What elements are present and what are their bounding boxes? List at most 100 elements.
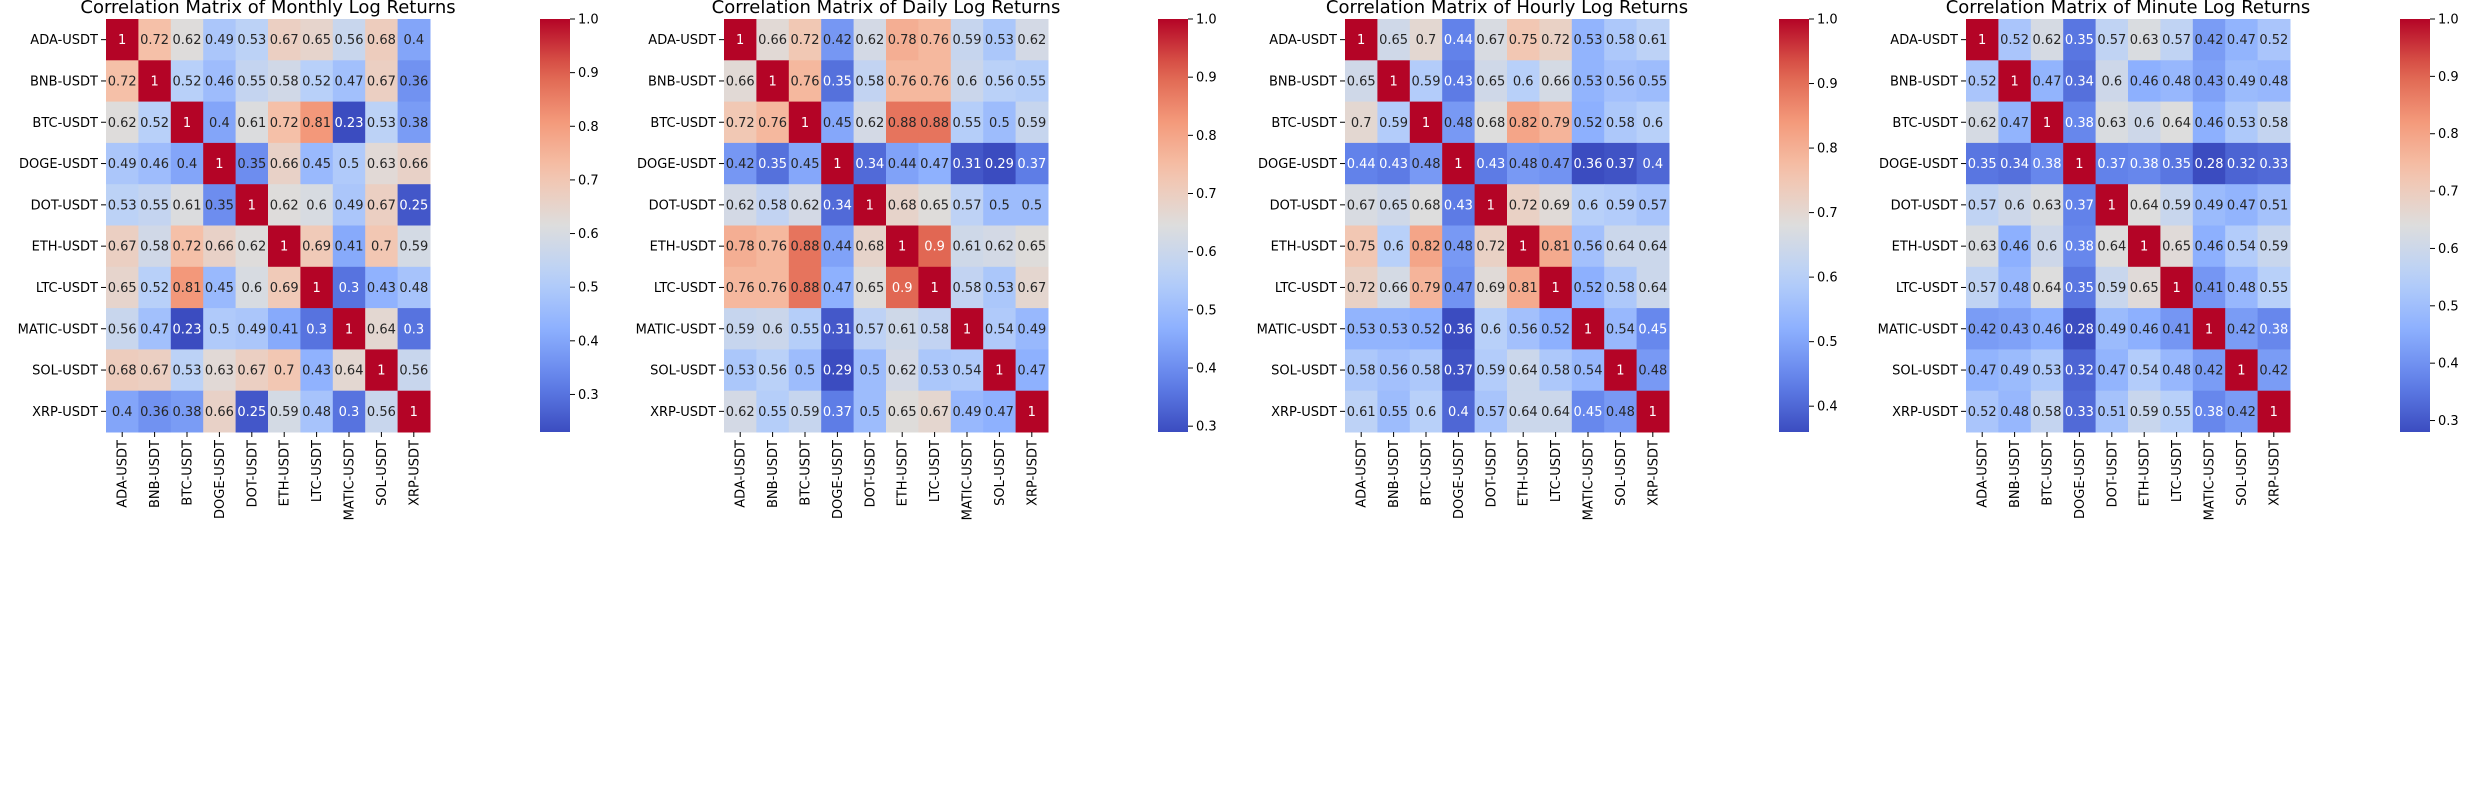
heatmap-cell [106,390,139,433]
x-tick-label: BTC-USDT [1420,440,1435,506]
heatmap-cell [756,225,790,268]
heatmap-cell [2063,19,2097,61]
heatmap-cell [397,308,431,350]
heatmap-cell [235,225,269,268]
heatmap-cell [886,184,919,226]
x-tick-label: DOGE-USDT [213,440,228,519]
heatmap-cell [300,308,334,350]
cell-value-label: 0.58 [1541,364,1570,379]
heatmap-cell [2192,60,2226,103]
colorbar [1158,19,1188,432]
cell-value-label: 0.57 [1968,281,1997,296]
heatmap-cell [1015,390,1049,433]
heatmap-cell [853,19,887,61]
heatmap-cell [1539,101,1573,144]
cell-value-label: 0.53 [1347,322,1376,337]
heatmap-cell [2128,60,2161,103]
heatmap-cell [756,101,790,144]
heatmap-cell [1571,308,1605,350]
cell-value-label: 0.48 [2259,74,2288,89]
heatmap-cell [1015,19,1049,61]
heatmap-cell [332,308,366,350]
cell-value-label: 0.53 [2227,116,2256,131]
heatmap-cell [886,60,919,103]
cell-value-label: 0.61 [1347,405,1376,420]
cell-value-label: 0.52 [140,116,169,131]
heatmap-cell [365,308,399,350]
y-tick-label: SOL-USDT [1271,364,1337,379]
y-tick-label: ETH-USDT [32,240,98,255]
cell-value-label: 0.76 [758,116,787,131]
cell-value-label: 0.67 [1017,281,1046,296]
heatmap-cell [1998,101,2032,144]
heatmap-cell [106,349,139,392]
cell-value-label: 0.59 [2259,240,2288,255]
cell-value-label: 0.62 [726,405,755,420]
heatmap-cell [2095,390,2129,433]
heatmap-cell [756,19,790,61]
y-tick-label: MATIC-USDT [1878,322,1958,337]
cell-value-label: 0.6 [762,322,783,337]
cell-value-label: 0.88 [920,116,949,131]
heatmap-cell [268,184,301,226]
x-tick-label: XRP-USDT [1025,440,1040,506]
cell-value-label: 1 [898,240,906,255]
cell-value-label: 0.33 [2259,157,2288,172]
heatmap-cell [2063,349,2097,392]
colorbar-tick-label: 0.9 [578,66,599,81]
x-tick-label: XRP-USDT [1646,440,1661,506]
heatmap-cell [2030,349,2064,392]
heatmap-cell [2030,308,2064,350]
cell-value-label: 0.55 [1638,74,1667,89]
heatmap-cell [170,142,204,185]
cell-value-label: 0.57 [1638,198,1667,213]
cell-value-label: 0.6 [2134,116,2155,131]
heatmap-cell [724,225,757,268]
cell-value-label: 0.75 [1509,33,1538,48]
cell-value-label: 0.36 [1574,157,1603,172]
heatmap-cell [235,19,269,61]
cell-value-label: 0.55 [237,74,266,89]
cell-value-label: 0.52 [140,281,169,296]
heatmap-cell [1409,101,1443,144]
heatmap-cell [724,101,757,144]
heatmap-cell [821,266,855,309]
heatmap-cell [853,60,887,103]
cell-value-label: 0.49 [2000,364,2029,379]
cell-value-label: 0.81 [1509,281,1538,296]
heatmap-cell [332,225,366,268]
heatmap-cell [1571,390,1605,433]
x-tick-label: ETH-USDT [2138,440,2153,506]
heatmap-cell [397,19,431,61]
heatmap-cell [1015,142,1049,185]
cell-value-label: 0.7 [1351,116,1372,131]
heatmap-cell [1409,184,1443,226]
cell-value-label: 1 [1978,33,1986,48]
heatmap-cell [1966,101,1999,144]
heatmap-cell [788,349,822,392]
heatmap-cell [2225,308,2259,350]
heatmap-cell [724,60,757,103]
x-tick-label: MATIC-USDT [2203,440,2218,520]
colorbar-tick-label: 0.6 [2438,242,2459,257]
cell-value-label: 0.53 [1379,322,1408,337]
cell-value-label: 0.42 [2195,364,2224,379]
heatmap-cell [1442,225,1476,268]
cell-value-label: 0.76 [920,74,949,89]
cell-value-label: 1 [183,116,191,131]
cell-value-label: 0.38 [2065,116,2094,131]
heatmap-cell [268,390,301,433]
cell-value-label: 0.56 [985,74,1014,89]
heatmap-cell [2030,390,2064,433]
heatmap-cell [1571,142,1605,185]
x-tick-label: ADA-USDT [734,440,749,508]
x-tick-label: MATIC-USDT [1582,440,1597,520]
heatmap-cell [203,142,237,185]
heatmap-cell [853,308,887,350]
cell-value-label: 0.6 [306,198,327,213]
heatmap-cell [1377,349,1411,392]
cell-value-label: 0.38 [2065,240,2094,255]
heatmap-cell [1474,390,1508,433]
cell-value-label: 0.48 [1444,240,1473,255]
cell-value-label: 0.37 [1017,157,1046,172]
